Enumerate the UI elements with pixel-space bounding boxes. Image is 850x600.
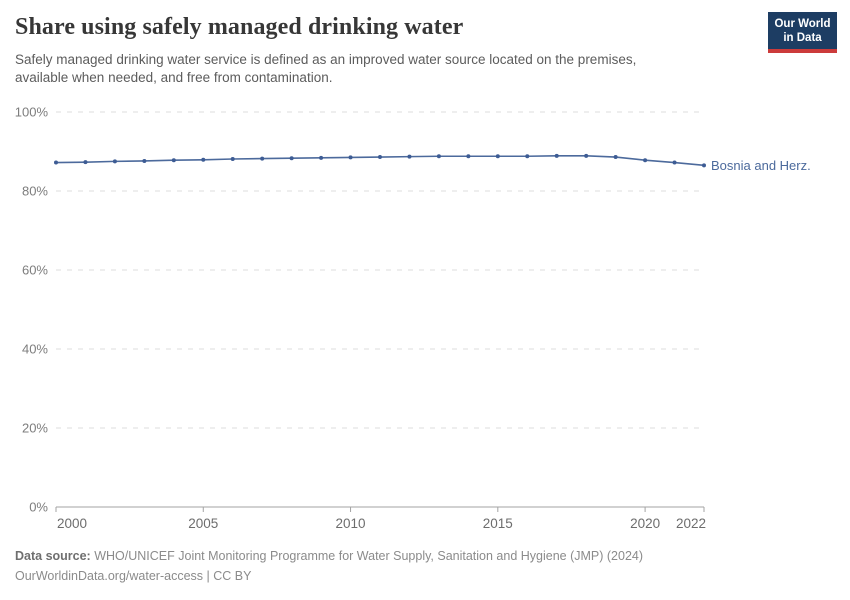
page-title: Share using safely managed drinking wate… <box>15 14 464 40</box>
data-point[interactable] <box>319 155 324 160</box>
data-point[interactable] <box>495 154 500 159</box>
data-point[interactable] <box>407 154 412 159</box>
data-point[interactable] <box>436 154 441 159</box>
data-point[interactable] <box>260 156 265 161</box>
data-point[interactable] <box>378 155 382 160</box>
data-point[interactable] <box>613 155 618 160</box>
data-point[interactable] <box>54 160 58 165</box>
data-point[interactable] <box>702 163 706 168</box>
data-point[interactable] <box>466 154 471 159</box>
data-point[interactable] <box>584 153 589 158</box>
owid-logo-text-line2: in Data <box>783 32 822 44</box>
y-tick-label: 0% <box>29 500 48 515</box>
y-tick-label: 40% <box>22 342 48 357</box>
data-point[interactable] <box>643 158 648 163</box>
data-point[interactable] <box>171 158 176 163</box>
data-point[interactable] <box>142 158 147 163</box>
y-tick-label: 80% <box>22 184 48 199</box>
chart-subtitle: Safely managed drinking water service is… <box>15 52 637 85</box>
owid-logo-text-line1: Our World <box>774 18 831 30</box>
data-point[interactable] <box>112 159 117 164</box>
y-tick-label: 20% <box>22 421 48 436</box>
y-tick-label: 100% <box>15 105 49 120</box>
data-point[interactable] <box>525 154 530 159</box>
data-point[interactable] <box>201 157 206 162</box>
chart-footer: Data source: WHO/UNICEF Joint Monitoring… <box>15 546 643 586</box>
x-tick-label: 2022 <box>676 516 706 531</box>
data-point[interactable] <box>348 155 353 160</box>
x-tick-label: 2000 <box>57 516 87 531</box>
owid-logo: Our World in Data <box>768 12 837 53</box>
source-text: WHO/UNICEF Joint Monitoring Programme fo… <box>94 549 644 563</box>
data-point[interactable] <box>672 160 677 165</box>
data-point[interactable] <box>230 157 235 162</box>
y-tick-label: 60% <box>22 263 48 278</box>
data-point[interactable] <box>554 153 559 158</box>
x-tick-label: 2010 <box>336 516 366 531</box>
footer-source-line: Data source: WHO/UNICEF Joint Monitoring… <box>15 546 643 566</box>
x-tick-label: 2005 <box>188 516 218 531</box>
x-tick-label: 2020 <box>630 516 660 531</box>
data-point[interactable] <box>289 156 294 161</box>
series-label[interactable]: Bosnia and Herz. <box>711 158 811 173</box>
x-tick-label: 2015 <box>483 516 513 531</box>
source-label: Data source: <box>15 549 91 563</box>
data-point[interactable] <box>83 160 88 165</box>
footer-note-line: OurWorldinData.org/water-access | CC BY <box>15 569 252 583</box>
